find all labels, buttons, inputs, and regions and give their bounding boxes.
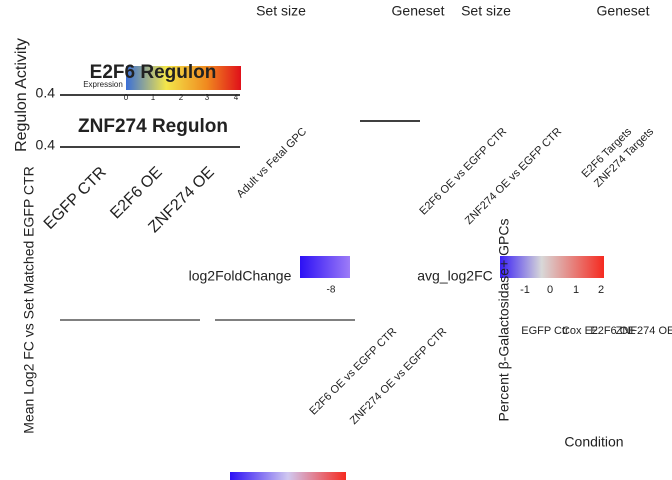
group-label: EGFP CTR — [41, 164, 110, 233]
header-label: Set size — [256, 3, 306, 19]
legend-tick: 2 — [179, 93, 184, 102]
avg-colorbar — [500, 256, 604, 278]
legend-tick: -1 — [520, 284, 530, 296]
comparison-label: ZNF274 OE vs EGFP CTR — [348, 326, 449, 427]
condition-label: E2F6 OE — [590, 325, 635, 337]
legend-tick: 4 — [234, 93, 239, 102]
legend-tick: 3 — [205, 93, 210, 102]
legend-tick: 1 — [151, 93, 156, 102]
y-axis-title: Regulon Activity — [13, 38, 30, 152]
comparison-label: E2F6 OE vs EGFP CTR — [307, 326, 399, 418]
x-axis-title: Condition — [564, 434, 623, 450]
legend-tick: 0 — [547, 284, 553, 296]
condition-label: ZNF274 OE — [616, 325, 672, 337]
condition-label: EGFP Ctr — [521, 325, 569, 337]
comparison-label: ZNF274 OE vs EGFP CTR — [463, 126, 564, 227]
expression-colorbar — [126, 66, 241, 90]
y-tick-label: 0.4 — [36, 137, 56, 153]
log2fc-colorbar — [300, 256, 350, 278]
bottom-colorbar — [230, 472, 346, 480]
legend-tick: 2 — [598, 284, 604, 296]
y-axis-title: Mean Log2 FC vs Set Matched EGFP CTR — [21, 166, 37, 433]
panel-title: E2F6 Regulon — [90, 62, 217, 83]
comparison-label: Adult vs Fetal GPC — [235, 126, 310, 201]
legend-tick: 0 — [124, 93, 129, 102]
legend-tick: 1 — [573, 284, 579, 296]
header-label: Geneset — [392, 3, 445, 19]
condition-label: Cox E2 — [562, 325, 598, 337]
header-label: Set size — [461, 3, 511, 19]
legend-title: Expression — [83, 80, 123, 89]
y-tick-label: 0.4 — [36, 85, 56, 101]
panel-title: ZNF274 Regulon — [78, 116, 228, 137]
legend-title: log2FoldChange — [189, 268, 292, 284]
comparison-label: E2F6 OE vs EGFP CTR — [417, 126, 509, 218]
legend-tick: -8 — [327, 285, 336, 296]
header-label: Geneset — [597, 3, 650, 19]
y-axis-title: Percent β-Galactosidase+ GPCs — [496, 219, 512, 422]
legend-title: avg_log2FC — [417, 268, 493, 284]
